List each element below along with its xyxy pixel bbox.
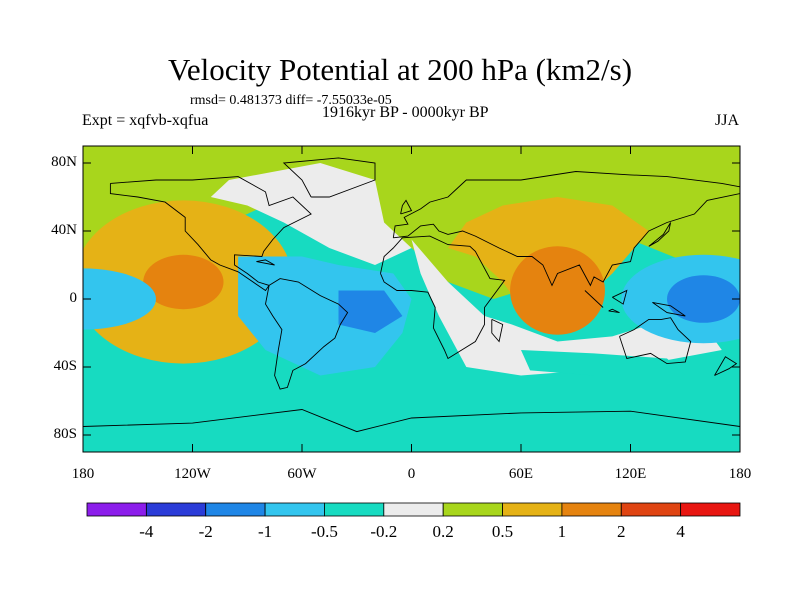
colorbar-swatch bbox=[680, 502, 741, 517]
coastline bbox=[265, 278, 349, 390]
colorbar-label: 0.2 bbox=[432, 522, 454, 541]
coastline bbox=[608, 308, 620, 314]
chart-title: Velocity Potential at 200 hPa (km2/s) bbox=[167, 52, 633, 87]
coastline bbox=[392, 171, 740, 287]
coastlines bbox=[83, 157, 740, 433]
period-label: 1916kyr BP - 0000kyr BP bbox=[322, 104, 489, 121]
axis-ticks bbox=[82, 146, 741, 452]
coastline bbox=[109, 176, 312, 292]
colorbar-swatch bbox=[205, 502, 266, 517]
lat-label: 80N bbox=[51, 154, 77, 170]
coastline bbox=[652, 301, 686, 317]
lon-label: 120E bbox=[614, 466, 647, 482]
colorbar-label: -4 bbox=[139, 522, 154, 541]
colorbar-swatch bbox=[502, 502, 563, 517]
west-pacific-minimum bbox=[667, 275, 740, 323]
coastline bbox=[584, 290, 604, 308]
colorbar-label: 4 bbox=[676, 522, 685, 541]
colorbar-swatch bbox=[145, 502, 207, 517]
coastline bbox=[491, 318, 504, 343]
rmsd-diff-stats: rmsd= 0.481373 diff= -7.55033e-05 bbox=[190, 93, 392, 108]
neutral-zone-southern-indian bbox=[411, 239, 722, 376]
colorbar-label: -0.2 bbox=[370, 522, 398, 541]
colorbar-label: -1 bbox=[257, 522, 273, 541]
lon-label: 180 bbox=[728, 466, 752, 482]
colorbar-swatch bbox=[264, 502, 325, 517]
dateline-negative bbox=[83, 268, 156, 330]
colorbar-swatch bbox=[620, 502, 682, 517]
lon-label: 120W bbox=[174, 466, 211, 482]
lon-label: 60W bbox=[287, 466, 317, 482]
colorbar-swatch bbox=[383, 502, 444, 517]
experiment-label: Expt = xqfvb-xqfua bbox=[82, 112, 209, 129]
lat-label: 40N bbox=[51, 222, 77, 238]
negative-patch-south-indian bbox=[521, 350, 686, 376]
colorbar-swatch bbox=[442, 502, 503, 517]
lat-label: 0 bbox=[69, 290, 78, 306]
coastline bbox=[380, 235, 506, 360]
southern-ocean-band bbox=[83, 401, 740, 452]
lon-label: 0 bbox=[407, 466, 416, 482]
atlantic-negative bbox=[238, 256, 412, 376]
colorbar-swatch bbox=[86, 502, 147, 517]
lat-label: 80S bbox=[53, 426, 77, 442]
atlantic-minimum bbox=[338, 290, 403, 333]
coastline bbox=[282, 157, 376, 198]
colorbar-swatch bbox=[561, 502, 622, 517]
colorbar-label: -2 bbox=[198, 522, 213, 541]
season-label: JJA bbox=[715, 112, 740, 129]
velocity-potential-map bbox=[83, 146, 740, 452]
east-pacific-maximum bbox=[143, 254, 224, 310]
coastline bbox=[619, 317, 692, 365]
south-asian-maximum bbox=[510, 246, 605, 335]
colorbar-label: 0.5 bbox=[491, 522, 514, 541]
colorbar-label: -0.5 bbox=[310, 522, 338, 541]
coastline bbox=[83, 409, 740, 433]
coastline bbox=[400, 199, 413, 215]
colorbar-label: 1 bbox=[557, 522, 567, 541]
coastline bbox=[612, 289, 628, 305]
coastline bbox=[714, 356, 738, 376]
colorbar bbox=[86, 502, 741, 517]
colorbar-label: 2 bbox=[617, 522, 626, 541]
coastline bbox=[648, 222, 672, 247]
lon-label: 60E bbox=[508, 466, 534, 482]
coastline bbox=[256, 259, 275, 266]
lon-label: 180 bbox=[71, 466, 95, 482]
colorbar-swatch bbox=[324, 502, 385, 517]
lat-label: 40S bbox=[53, 358, 77, 374]
